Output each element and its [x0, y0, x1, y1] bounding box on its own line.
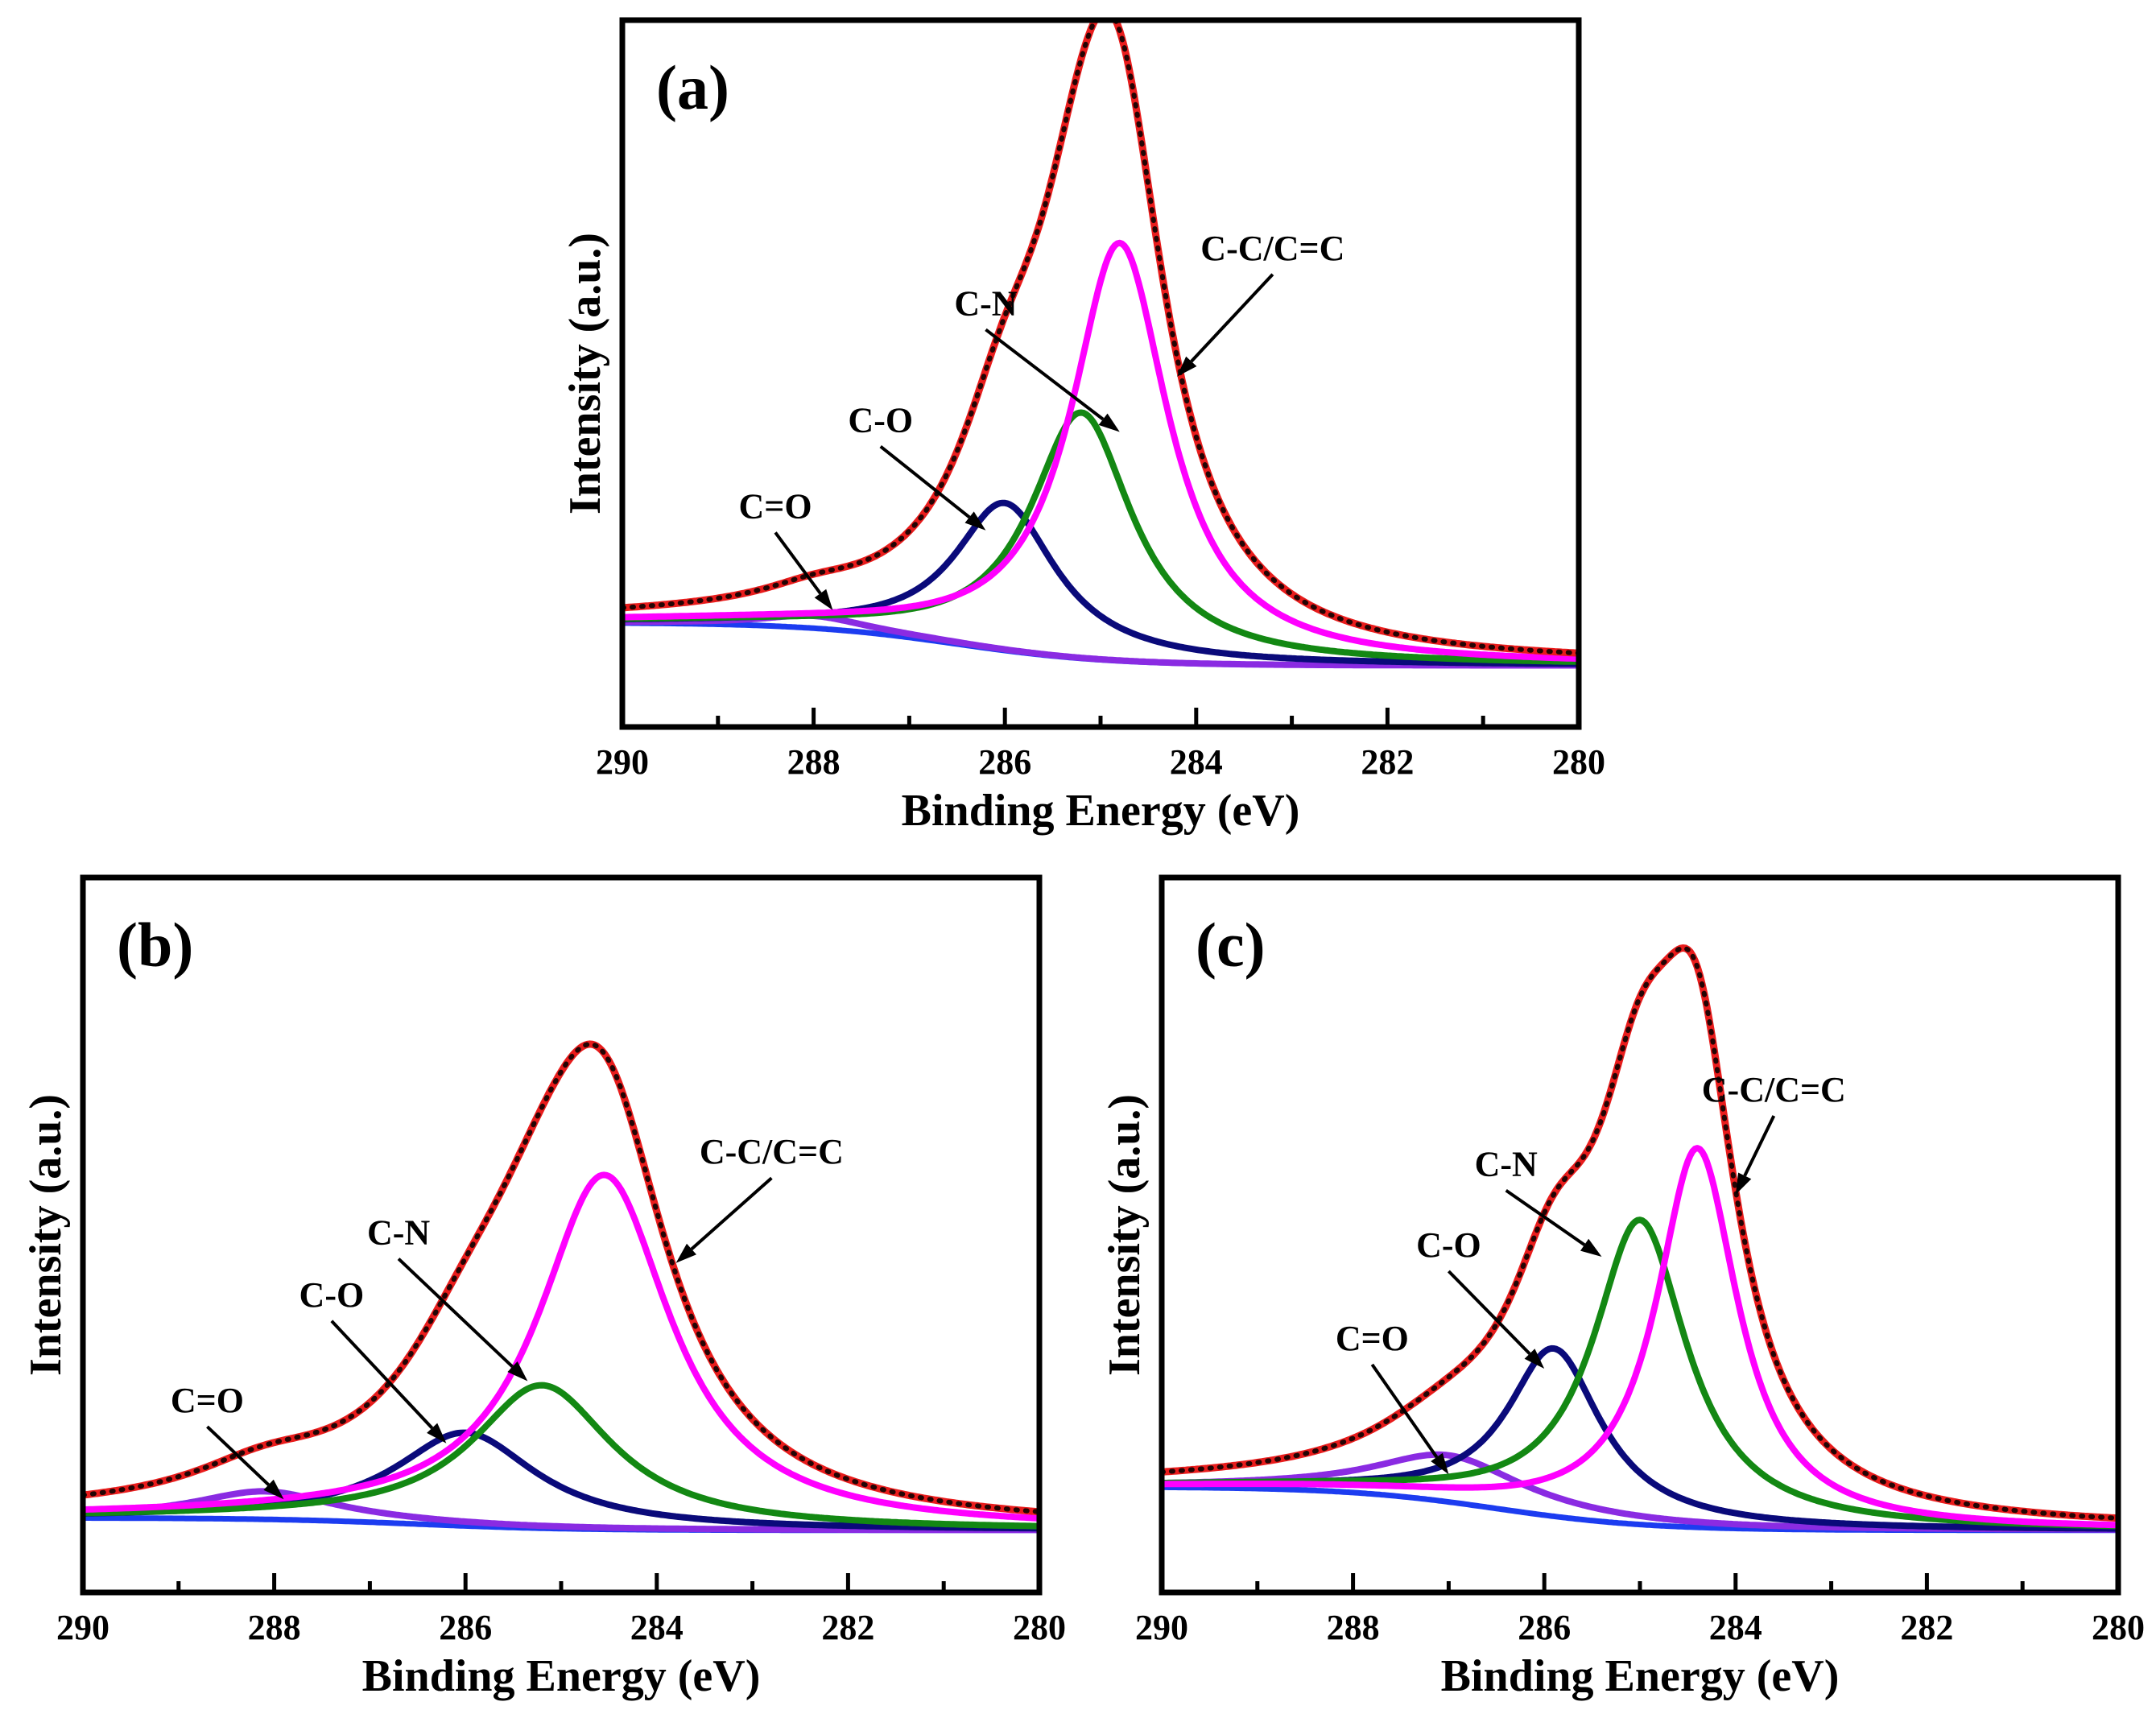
x-tick-label: 284: [630, 1608, 684, 1647]
annotation-arrow-shaft: [1505, 1188, 1586, 1246]
y-axis-title: Intensity (a.u.): [1100, 1094, 1150, 1376]
annotation-arrow-shaft: [774, 531, 822, 595]
annotation-arrow-head: [507, 1361, 528, 1382]
x-axis-title: Binding Energy (eV): [902, 786, 1300, 836]
annotation-arrow-shaft: [1370, 1363, 1439, 1459]
annotation-arrow-head: [1524, 1349, 1545, 1369]
panel-c: 290 288 286 284 282 280 Binding Energy (eV) Int…: [1100, 874, 2145, 1701]
peak-annotation-label: C-C/C=C: [1200, 229, 1344, 268]
x-tick-label: 288: [787, 742, 841, 782]
peak-annotation-label: C-C/C=C: [700, 1132, 844, 1171]
x-tick-label: 284: [1170, 742, 1223, 782]
annotation-arrow-head: [964, 511, 986, 531]
x-tick-label: 286: [439, 1608, 492, 1647]
annotation-arrow-head: [814, 589, 833, 610]
annotation-arrow-head: [1735, 1172, 1752, 1195]
x-tick-label: 282: [1900, 1608, 1953, 1647]
x-axis-title: Binding Energy (eV): [1441, 1651, 1840, 1701]
plot-area: [83, 1040, 1039, 1534]
series-cc-peak: [622, 239, 1579, 663]
series-fitted-envelope: [83, 1041, 1039, 1514]
peak-annotation-label: C-N: [1475, 1145, 1538, 1184]
series-cc-peak: [1162, 1145, 2118, 1529]
annotation-arrow-shaft: [206, 1425, 270, 1486]
annotation-arrow-shaft: [1743, 1115, 1776, 1177]
annotation-arrow-shaft: [879, 444, 971, 519]
x-tick-label: 290: [1135, 1608, 1188, 1647]
x-tick-label: 290: [56, 1608, 109, 1647]
annotation-arrow-head: [263, 1479, 284, 1500]
series-cn-peak: [83, 1382, 1039, 1530]
x-tick-label: 290: [596, 742, 649, 782]
annotation-arrow-head: [1580, 1238, 1602, 1257]
x-tick-label: 288: [248, 1608, 301, 1647]
series-measured-envelope: [622, 20, 1579, 657]
panel-label: (c): [1196, 910, 1266, 980]
panel-label: (a): [656, 52, 729, 122]
peak-annotation-label: C=O: [171, 1381, 244, 1420]
series-co-double-peak: [83, 1488, 1039, 1534]
y-axis-title: Intensity (a.u.): [560, 233, 610, 514]
plot-area: [622, 20, 1579, 669]
peak-annotation-label: C-N: [367, 1213, 430, 1253]
annotation-arrow-shaft: [397, 1258, 514, 1369]
annotation-arrow-shaft: [1190, 273, 1274, 363]
peak-annotation-label: C-O: [848, 401, 913, 440]
annotation-arrow-head: [1431, 1452, 1449, 1475]
peak-annotation-label: C-O: [1416, 1225, 1481, 1265]
annotation-arrow-shaft: [1447, 1270, 1531, 1355]
series-cc-peak: [83, 1171, 1039, 1522]
annotation-arrow-shaft: [330, 1320, 434, 1430]
x-axis-title: Binding Energy (eV): [362, 1651, 761, 1701]
panel-b: 290 288 286 284 282 280 Binding Energy (eV) Int…: [21, 874, 1066, 1701]
peak-annotation-label: C-O: [299, 1275, 365, 1315]
x-tick-label: 280: [2092, 1608, 2145, 1647]
x-tick-label: 284: [1709, 1608, 1762, 1647]
plot-area: [1162, 944, 2118, 1534]
annotation-arrow-shaft: [985, 328, 1105, 421]
panel-label: (b): [117, 910, 193, 980]
y-axis-title: Intensity (a.u.): [21, 1094, 71, 1376]
x-tick-label: 282: [821, 1608, 874, 1647]
x-tick-label: 286: [1518, 1608, 1571, 1647]
annotation-arrow-shaft: [690, 1176, 773, 1250]
peak-annotation-label: C=O: [1336, 1319, 1409, 1358]
x-tick-label: 282: [1361, 742, 1414, 782]
annotation-arrow-head: [675, 1243, 696, 1263]
peak-annotation-label: C-N: [954, 283, 1017, 323]
peak-annotation-label: C=O: [739, 486, 812, 526]
x-tick-label: 280: [1013, 1608, 1066, 1647]
peak-annotation-label: C-C/C=C: [1702, 1070, 1846, 1109]
series-fitted-envelope: [1162, 945, 2118, 1521]
annotation-arrow-head: [1098, 413, 1120, 432]
x-tick-label: 280: [1552, 742, 1605, 782]
annotation-arrow-head: [427, 1423, 447, 1444]
x-tick-label: 288: [1327, 1608, 1380, 1647]
panel-a: 290 288 286 284 282 280 Binding Energy (eV) Int…: [560, 17, 1605, 836]
annotation-arrow-head: [1177, 356, 1197, 377]
x-tick-label: 286: [978, 742, 1031, 782]
